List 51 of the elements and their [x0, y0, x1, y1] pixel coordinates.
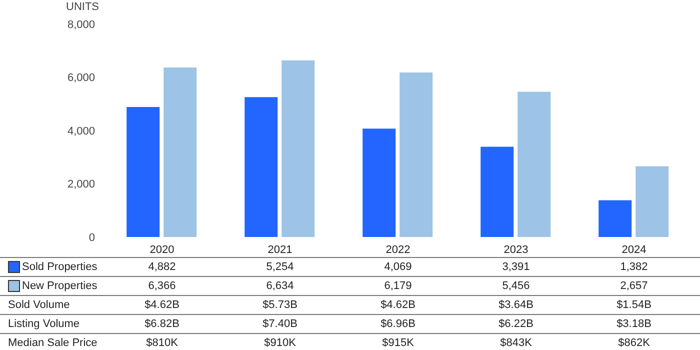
- data-label: 3,391: [501, 261, 531, 273]
- text: $6.22B: [498, 318, 534, 330]
- data-label: 2,657: [619, 280, 649, 292]
- text: $1.54B: [616, 299, 652, 311]
- x-tick-label: 2024: [622, 244, 646, 256]
- data-label: 5,254: [265, 261, 295, 273]
- legend-label: Sold Properties: [22, 261, 98, 273]
- data-label: 6,634: [265, 280, 295, 292]
- bar: [598, 200, 632, 237]
- bar: [636, 166, 669, 237]
- y-axis-title: UNITS: [66, 1, 99, 14]
- data-label: 1,382: [619, 261, 649, 273]
- bar: [400, 72, 433, 237]
- x-tick-label: 2022: [386, 244, 410, 256]
- text: $915K: [381, 337, 415, 349]
- text: $4.62B: [144, 299, 180, 311]
- bar: [282, 60, 315, 237]
- text: $810K: [145, 337, 179, 349]
- legend-label: New Properties: [22, 280, 98, 292]
- bar: [518, 92, 551, 237]
- bar: [362, 128, 396, 237]
- y-tick-label: 6,000: [67, 72, 95, 84]
- bar: [164, 68, 197, 237]
- y-tick-label: 0: [88, 232, 95, 244]
- text: $4.62B: [380, 299, 416, 311]
- text: $3.64B: [498, 299, 534, 311]
- text: Median Sale Price: [7, 337, 98, 349]
- data-label: 4,882: [147, 261, 177, 273]
- y-tick-label: 2,000: [67, 178, 95, 191]
- text: $910K: [263, 337, 297, 349]
- text: $862K: [617, 337, 651, 349]
- text: $3.18B: [616, 318, 652, 330]
- text: $843K: [499, 337, 533, 349]
- text: $6.82B: [144, 318, 180, 330]
- data-label: 5,456: [501, 280, 531, 292]
- text: $5.73B: [262, 299, 298, 311]
- x-tick-label: 2023: [504, 244, 528, 256]
- text: $6.96B: [380, 318, 416, 330]
- y-tick-label: 8,000: [67, 18, 95, 31]
- text: Listing Volume: [7, 318, 81, 330]
- bar: [480, 146, 514, 237]
- data-label: 4,069: [383, 261, 413, 273]
- y-tick-label: 4,000: [67, 125, 95, 138]
- x-tick-label: 2021: [268, 244, 292, 256]
- text: Sold Volume: [7, 299, 71, 311]
- data-label: 6,179: [383, 280, 413, 292]
- text: $7.40B: [262, 318, 298, 330]
- data-label: 6,366: [147, 280, 177, 292]
- bar: [126, 107, 160, 237]
- bar: [244, 97, 278, 237]
- x-tick-label: 2020: [150, 244, 174, 256]
